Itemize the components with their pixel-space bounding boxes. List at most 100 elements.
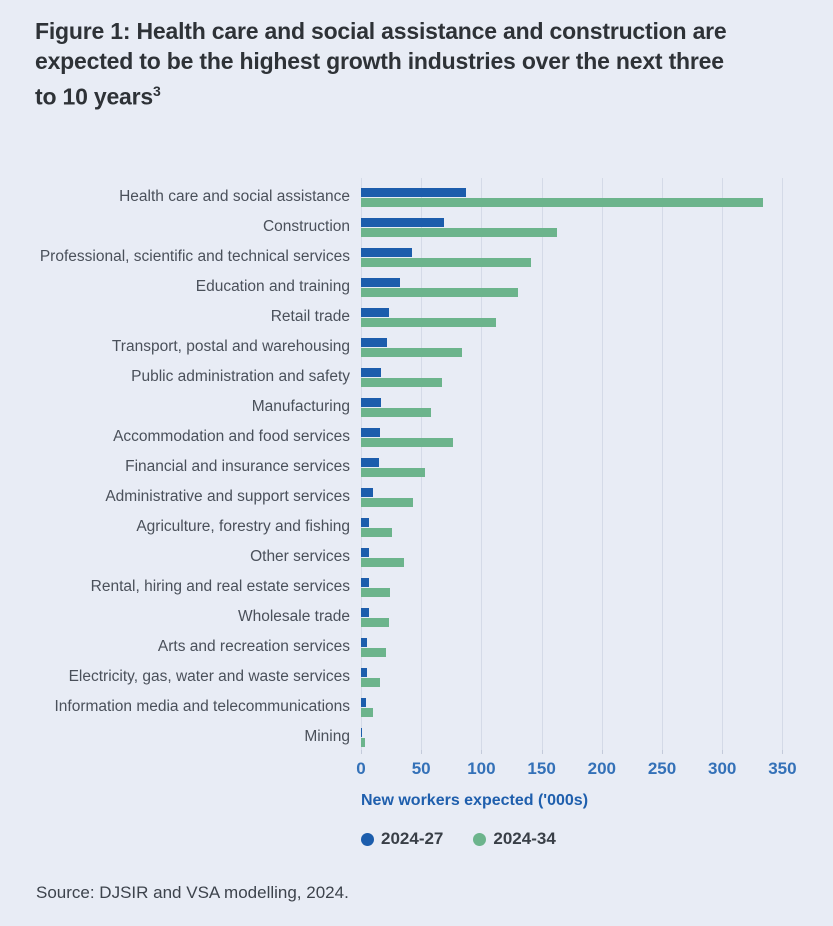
bar-2024-27 bbox=[361, 398, 382, 407]
category-label: Rental, hiring and real estate services bbox=[90, 578, 350, 595]
chart-row: Education and training bbox=[0, 272, 833, 302]
axis-tick bbox=[722, 750, 724, 754]
gridline bbox=[722, 178, 724, 750]
bar-2024-27 bbox=[361, 518, 370, 527]
category-label: Information media and telecommunications bbox=[54, 698, 350, 715]
legend-label: 2024-27 bbox=[381, 829, 444, 848]
gridline bbox=[662, 178, 663, 750]
chart-row: Professional, scientific and technical s… bbox=[0, 242, 833, 272]
chart-row: Health care and social assistance bbox=[0, 182, 833, 212]
category-label: Transport, postal and warehousing bbox=[111, 338, 350, 355]
chart-row: Agriculture, forestry and fishing bbox=[0, 512, 833, 542]
axis-tick bbox=[601, 750, 603, 754]
chart-row: Retail trade bbox=[0, 302, 833, 332]
bar-2024-34 bbox=[361, 648, 387, 657]
bar-2024-27 bbox=[361, 698, 366, 707]
bar-2024-27 bbox=[361, 218, 445, 227]
legend: 2024-27 2024-34 bbox=[361, 829, 556, 849]
bar-2024-27 bbox=[361, 548, 370, 557]
chart-row: Arts and recreation services bbox=[0, 632, 833, 662]
bar-2024-27 bbox=[361, 428, 381, 437]
axis-tick bbox=[361, 750, 362, 754]
bar-2024-27 bbox=[361, 458, 380, 467]
x-axis-label: New workers expected ('000s) bbox=[361, 792, 589, 809]
bar-2024-34 bbox=[361, 738, 365, 747]
gridline bbox=[421, 178, 423, 750]
figure-title: Figure 1: Health care and social assista… bbox=[35, 16, 819, 112]
bar-2024-34 bbox=[361, 348, 463, 357]
bar-2024-34 bbox=[361, 258, 531, 267]
chart-row: Construction bbox=[0, 212, 833, 242]
footnote-ref: 3 bbox=[153, 83, 161, 99]
gridline bbox=[541, 178, 543, 750]
category-label: Other services bbox=[250, 548, 350, 565]
bar-2024-27 bbox=[361, 338, 388, 347]
axis-tick bbox=[541, 750, 543, 754]
gridline bbox=[481, 178, 483, 750]
category-label: Administrative and support services bbox=[105, 488, 350, 505]
bar-2024-34 bbox=[361, 618, 389, 627]
x-tick-label: 50 bbox=[411, 759, 431, 778]
chart-row: Accommodation and food services bbox=[0, 422, 833, 452]
category-label: Electricity, gas, water and waste servic… bbox=[68, 668, 350, 685]
bar-2024-34 bbox=[361, 528, 393, 537]
chart-row: Manufacturing bbox=[0, 392, 833, 422]
category-label: Agriculture, forestry and fishing bbox=[136, 518, 350, 535]
axis-tick bbox=[782, 750, 784, 754]
bar-2024-27 bbox=[361, 728, 363, 737]
x-tick-label: 100 bbox=[467, 759, 496, 778]
figure-title-line: Figure 1: Health care and social assista… bbox=[35, 18, 727, 44]
bar-2024-27 bbox=[361, 668, 368, 677]
bar-2024-34 bbox=[361, 468, 425, 477]
legend-dot-2024-27 bbox=[361, 832, 374, 846]
chart-row: Mining bbox=[0, 722, 833, 752]
bar-2024-34 bbox=[361, 408, 431, 417]
bar-2024-34 bbox=[361, 438, 453, 447]
legend-dot-2024-34 bbox=[473, 832, 487, 846]
chart-row: Transport, postal and warehousing bbox=[0, 332, 833, 362]
bar-2024-27 bbox=[361, 638, 368, 647]
bar-2024-27 bbox=[361, 368, 382, 377]
x-tick-label: 150 bbox=[527, 759, 556, 778]
bar-2024-34 bbox=[361, 228, 558, 237]
x-tick-label: 350 bbox=[768, 759, 797, 778]
category-label: Wholesale trade bbox=[237, 608, 350, 625]
legend-item-2024-34: 2024-34 bbox=[473, 829, 556, 849]
legend-item-2024-27: 2024-27 bbox=[361, 829, 443, 849]
bar-2024-34 bbox=[361, 708, 374, 717]
source-note: Source: DJSIR and VSA modelling, 2024. bbox=[36, 883, 349, 902]
bar-2024-34 bbox=[361, 318, 496, 327]
category-label: Mining bbox=[304, 728, 350, 745]
legend-label: 2024-34 bbox=[493, 829, 556, 848]
x-tick-label: 300 bbox=[708, 759, 737, 778]
bar-2024-27 bbox=[361, 308, 389, 317]
chart-row: Information media and telecommunications bbox=[0, 692, 833, 722]
bar-2024-34 bbox=[361, 288, 518, 297]
axis-tick bbox=[481, 750, 483, 754]
bar-2024-27 bbox=[361, 188, 466, 197]
chart-row: Wholesale trade bbox=[0, 602, 833, 632]
bar-2024-34 bbox=[361, 378, 442, 387]
bar-2024-34 bbox=[361, 588, 390, 597]
gridline bbox=[601, 178, 603, 750]
chart-row: Rental, hiring and real estate services bbox=[0, 572, 833, 602]
bar-rows: Health care and social assistance Constru… bbox=[0, 182, 833, 752]
bar-2024-34 bbox=[361, 498, 413, 507]
category-label: Public administration and safety bbox=[131, 368, 350, 385]
bar-2024-34 bbox=[361, 198, 764, 207]
gridline bbox=[782, 178, 784, 750]
figure-title-line: expected to be the highest growth indust… bbox=[35, 48, 724, 74]
x-tick-label: 200 bbox=[587, 759, 616, 778]
chart-row: Administrative and support services bbox=[0, 482, 833, 512]
chart-row: Electricity, gas, water and waste servic… bbox=[0, 662, 833, 692]
category-label: Accommodation and food services bbox=[113, 428, 350, 445]
bar-2024-27 bbox=[361, 488, 374, 497]
bar-2024-27 bbox=[361, 608, 370, 617]
chart-row: Other services bbox=[0, 542, 833, 572]
bar-2024-27 bbox=[361, 278, 400, 287]
axis-tick bbox=[662, 750, 663, 754]
chart-row: Public administration and safety bbox=[0, 362, 833, 392]
category-label: Manufacturing bbox=[251, 398, 350, 415]
x-axis: 0 50 100 150 200 250 300 350 bbox=[356, 750, 797, 784]
